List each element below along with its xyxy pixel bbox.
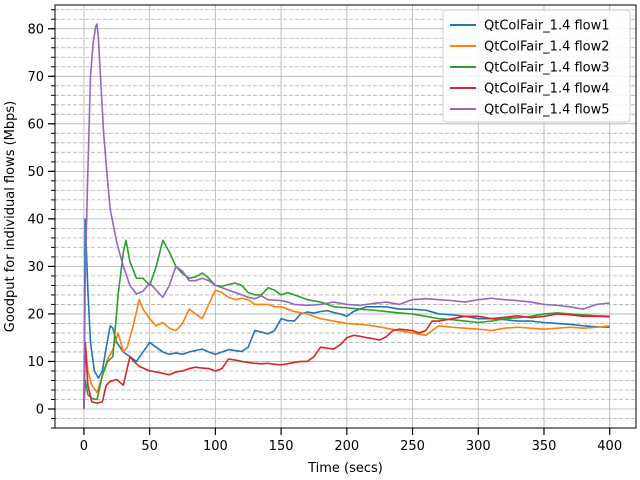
y-tick-label: 30 [27, 260, 44, 275]
y-axis-label: Goodput for individual flows (Mbps) [3, 101, 18, 333]
x-tick-label: 0 [80, 439, 88, 454]
x-tick-label: 200 [334, 439, 359, 454]
legend: QtColFair_1.4 flow1 QtColFair_1.4 flow2 Qt… [442, 9, 631, 123]
series-line-flow2 [83, 289, 610, 410]
y-tick-label: 70 [27, 70, 44, 85]
legend-label-flow1: QtColFair_1.4 flow1 [484, 19, 610, 34]
axis-ticks: 0 10 20 30 40 50 60 70 80 0 50 100 150 200 250 300 350 40… [27, 9, 622, 454]
x-tick-label: 250 [400, 439, 425, 454]
legend-box [442, 9, 631, 123]
plot-frame [54, 4, 637, 429]
x-tick-label: 50 [141, 439, 158, 454]
legend-label-flow3: QtColFair_1.4 flow3 [484, 61, 610, 76]
legend-label-flow5: QtColFair_1.4 flow5 [484, 103, 610, 118]
x-tick-label: 300 [466, 439, 491, 454]
y-tick-label: 10 [27, 355, 44, 370]
series-line-flow4 [83, 313, 610, 410]
series-line-flow5 [83, 23, 610, 409]
x-axis-label: Time (secs) [307, 461, 383, 476]
y-tick-label: 50 [27, 165, 44, 180]
y-tick-label: 20 [27, 307, 44, 322]
series-line-flow3 [83, 239, 610, 410]
grid [55, 5, 636, 429]
y-tick-label: 40 [27, 212, 44, 227]
y-tick-label: 80 [27, 22, 44, 37]
legend-label-flow4: QtColFair_1.4 flow4 [484, 82, 610, 97]
y-tick-label: 60 [27, 117, 44, 132]
x-tick-label: 350 [532, 439, 557, 454]
y-tick-label: 0 [36, 402, 44, 417]
x-tick-label: 100 [203, 439, 228, 454]
series-lines [83, 23, 610, 410]
legend-label-flow2: QtColFair_1.4 flow2 [484, 40, 610, 55]
x-tick-label: 150 [269, 439, 294, 454]
x-tick-label: 400 [597, 439, 622, 454]
